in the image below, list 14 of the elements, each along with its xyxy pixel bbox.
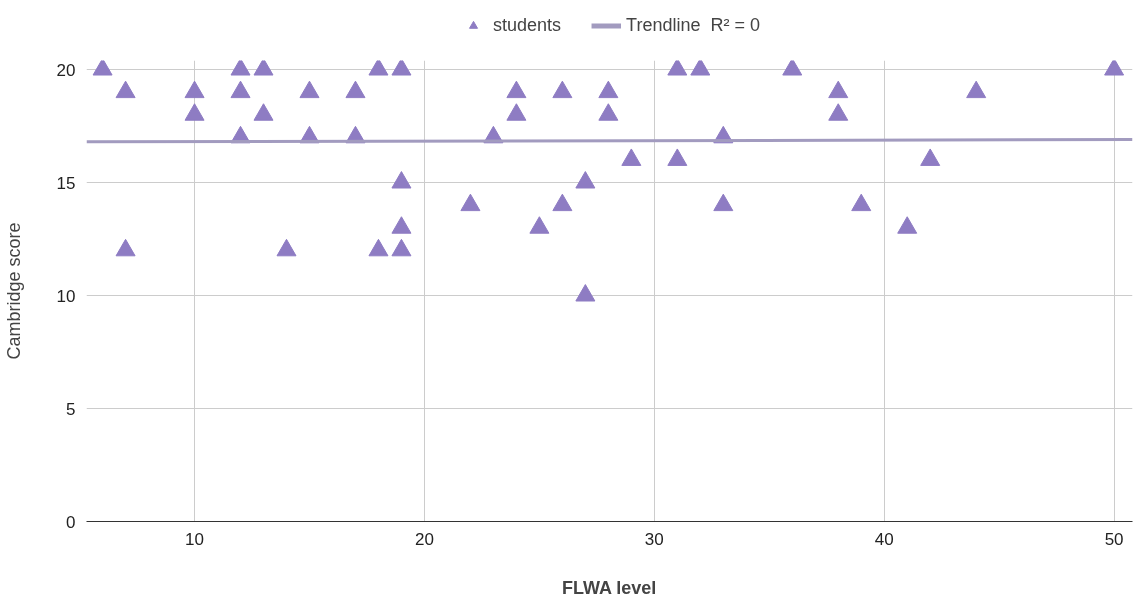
- x-tick-label: 50: [1104, 529, 1124, 549]
- y-axis-title: Cambridge score: [3, 222, 24, 360]
- x-tick-label: 20: [414, 529, 434, 549]
- y-tick-label: 15: [56, 173, 76, 193]
- legend-label: students: [493, 14, 562, 36]
- y-tick-label: 20: [56, 60, 76, 80]
- x-tick-label: 40: [874, 529, 894, 549]
- x-tick-label: 30: [644, 529, 664, 549]
- y-tick-label: 10: [56, 286, 76, 306]
- x-axis-title: FLWA level: [561, 577, 657, 598]
- y-tick-label: 5: [66, 399, 76, 419]
- x-tick-label: 10: [185, 529, 205, 549]
- y-tick-label: 0: [66, 512, 76, 532]
- legend-label: Trendline R² = 0: [626, 14, 760, 36]
